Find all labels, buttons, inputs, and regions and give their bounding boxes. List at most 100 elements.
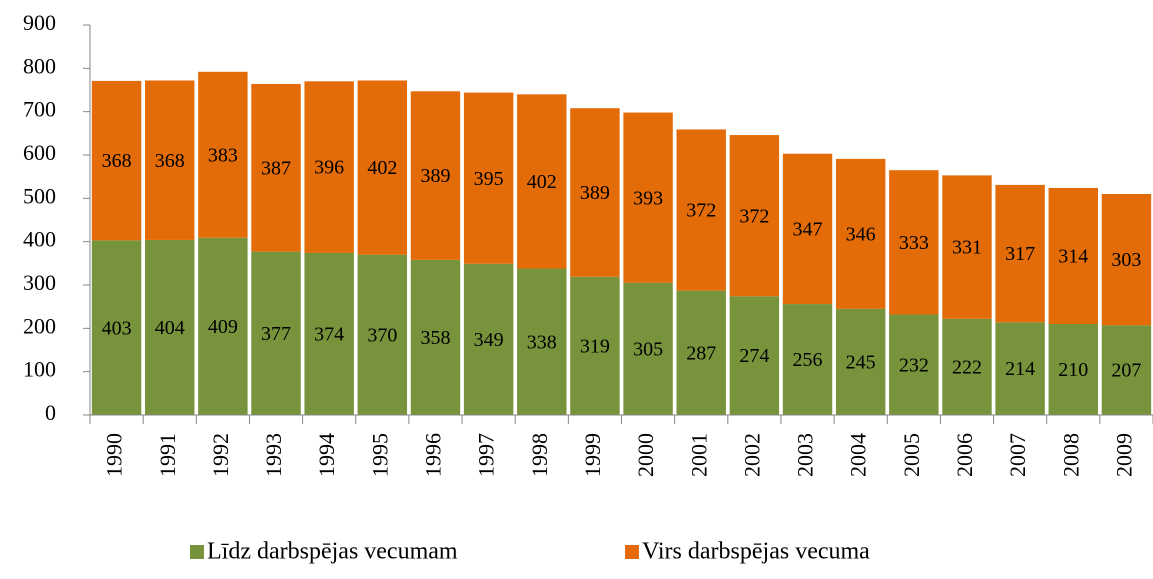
bar-segment [1101, 194, 1152, 326]
value-label: 314 [1058, 246, 1088, 268]
y-tick-label: 400 [23, 227, 56, 252]
x-tick-label: 1992 [208, 433, 233, 477]
bar-segment [995, 184, 1045, 323]
bar-segment [623, 112, 673, 283]
value-label: 333 [899, 232, 929, 254]
value-label: 232 [899, 354, 929, 376]
x-tick-label: 2002 [739, 433, 764, 477]
value-label: 256 [793, 349, 823, 371]
value-label: 347 [793, 218, 823, 240]
x-tick-label: 2004 [846, 433, 871, 477]
y-tick-label: 700 [23, 97, 56, 122]
y-tick-label: 900 [23, 10, 56, 35]
bar-segment [463, 92, 514, 264]
bar-segment [570, 276, 620, 415]
value-label: 372 [686, 200, 716, 222]
value-label: 358 [420, 327, 450, 349]
value-label: 338 [527, 331, 557, 353]
bar-segment [145, 80, 195, 240]
value-label: 383 [208, 144, 238, 166]
x-tick-label: 2008 [1058, 433, 1083, 477]
bar-segment [782, 304, 833, 415]
y-tick-label: 200 [23, 313, 56, 338]
y-tick-label: 800 [23, 53, 56, 78]
bar-segment [676, 129, 726, 291]
value-label: 372 [739, 205, 769, 227]
value-label: 245 [846, 352, 876, 374]
bar-segment [570, 108, 620, 277]
bar-segment [995, 322, 1045, 415]
bar-segment [198, 71, 248, 238]
bar-segment [835, 308, 886, 415]
bar-segment [623, 282, 673, 415]
x-tick-label: 1999 [580, 433, 605, 477]
bar-segment [942, 318, 992, 415]
value-label: 207 [1111, 360, 1141, 382]
y-tick-label: 500 [23, 183, 56, 208]
value-label: 389 [420, 165, 450, 187]
x-tick-label: 1998 [527, 433, 552, 477]
x-tick-label: 2001 [686, 433, 711, 477]
x-tick-label: 1990 [102, 433, 127, 477]
bar-segment [517, 268, 567, 415]
legend-swatch [190, 545, 204, 559]
bar-segment [889, 314, 939, 415]
y-tick-label: 100 [23, 357, 56, 382]
legend-label: Virs darbspējas vecuma [642, 539, 870, 565]
value-label: 346 [846, 223, 876, 245]
bar-segment [304, 81, 354, 253]
bar-segment [729, 135, 780, 297]
value-label: 402 [367, 157, 397, 179]
value-label: 370 [367, 324, 397, 346]
bar-segment [1048, 187, 1098, 324]
value-label: 274 [739, 345, 769, 367]
value-label: 402 [527, 171, 557, 193]
x-tick-label: 2005 [899, 433, 924, 477]
bar-segment [198, 237, 248, 415]
y-tick-label: 600 [23, 140, 56, 165]
value-label: 404 [155, 317, 185, 339]
y-tick-label: 300 [23, 270, 56, 295]
value-label: 368 [102, 150, 132, 172]
bar-segment [410, 91, 461, 260]
x-tick-label: 1996 [421, 433, 446, 477]
value-label: 349 [474, 329, 504, 351]
value-label: 387 [261, 157, 291, 179]
bar-segment [410, 259, 461, 415]
x-tick-label: 2009 [1111, 433, 1136, 477]
value-label: 368 [155, 150, 185, 172]
bar-segment [463, 263, 514, 415]
bar-segment [517, 94, 567, 269]
value-label: 303 [1111, 249, 1141, 271]
value-label: 317 [1005, 243, 1035, 265]
bar-segment [835, 158, 886, 309]
value-label: 409 [208, 316, 238, 338]
bar-segment [91, 240, 142, 415]
value-label: 210 [1058, 359, 1088, 381]
legend-label: Līdz darbspējas vecumam [207, 539, 458, 565]
bar-segment [145, 239, 195, 415]
x-tick-label: 2007 [1005, 433, 1030, 477]
value-label: 396 [314, 157, 344, 179]
value-label: 377 [261, 323, 291, 345]
value-label: 331 [952, 237, 982, 259]
bar-segment [889, 170, 939, 315]
x-tick-label: 1991 [155, 433, 180, 477]
bar-segment [251, 251, 301, 415]
bar-segment [251, 83, 301, 252]
x-tick-label: 1997 [474, 433, 499, 477]
value-label: 214 [1005, 358, 1035, 380]
bar-segment [729, 296, 780, 415]
value-label: 222 [952, 356, 982, 378]
bar-segment [942, 175, 992, 319]
x-tick-label: 2000 [633, 433, 658, 477]
bar-segment [1101, 325, 1152, 415]
bar-segment [91, 80, 142, 241]
bar-segment [782, 153, 833, 305]
x-tick-label: 1994 [314, 433, 339, 477]
x-tick-label: 2006 [952, 433, 977, 477]
value-label: 389 [580, 182, 610, 204]
value-label: 403 [102, 317, 132, 339]
x-tick-label: 1993 [261, 433, 286, 477]
